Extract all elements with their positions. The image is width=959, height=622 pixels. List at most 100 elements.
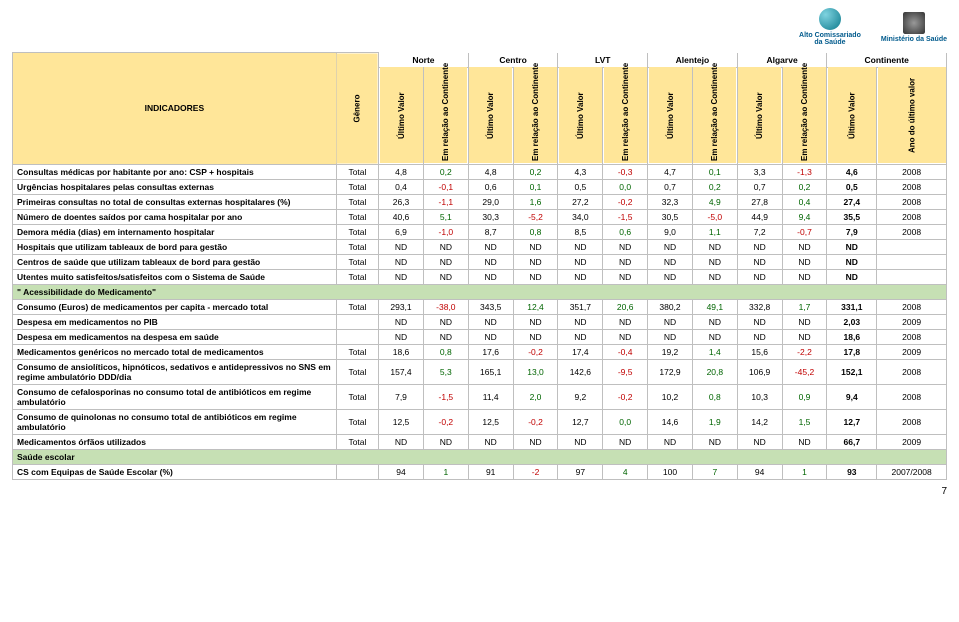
value-cell: 165,1 xyxy=(468,359,513,384)
rel-cell: ND xyxy=(423,239,468,254)
year-cell: 2007/2008 xyxy=(877,464,947,479)
col-genero: Gênero xyxy=(336,53,378,165)
region-centro: Centro xyxy=(468,53,558,68)
value-cell: 30,3 xyxy=(468,209,513,224)
value-cell: 106,9 xyxy=(737,359,782,384)
value-cell: 19,2 xyxy=(648,344,693,359)
logo-min: Ministério da Saúde xyxy=(881,12,947,43)
rel-cell: 7 xyxy=(692,464,737,479)
rel-cell: 0,2 xyxy=(692,179,737,194)
rel-cell: 0,8 xyxy=(513,224,558,239)
year-cell: 2009 xyxy=(877,434,947,449)
value-cell: 0,6 xyxy=(468,179,513,194)
genero-cell: Total xyxy=(336,239,378,254)
table-row: Utentes muito satisfeitos/satisfeitos co… xyxy=(13,269,947,284)
value-cell: 12,5 xyxy=(379,409,424,434)
value-cell: ND xyxy=(737,269,782,284)
indicator-label: Hospitais que utilizam tableaux de bord … xyxy=(13,239,337,254)
genero-cell: Total xyxy=(336,359,378,384)
table-row: Demora média (dias) em internamento hosp… xyxy=(13,224,947,239)
continente-cell: 331,1 xyxy=(827,299,877,314)
continente-cell: 18,6 xyxy=(827,329,877,344)
value-cell: 10,2 xyxy=(648,384,693,409)
rel-cell: ND xyxy=(603,254,648,269)
indicator-label: Número de doentes saídos por cama hospit… xyxy=(13,209,337,224)
col-em-relacao: Em relação ao Continente xyxy=(423,67,468,164)
table-row: Hospitais que utilizam tableaux de bord … xyxy=(13,239,947,254)
indicator-label: Urgências hospitalares pelas consultas e… xyxy=(13,179,337,194)
rel-cell: ND xyxy=(423,329,468,344)
col-em-relacao: Em relação ao Continente xyxy=(692,67,737,164)
value-cell: ND xyxy=(468,329,513,344)
rel-cell: ND xyxy=(513,239,558,254)
rel-cell: 1,9 xyxy=(692,409,737,434)
rel-cell: ND xyxy=(423,269,468,284)
rel-cell: ND xyxy=(513,434,558,449)
region-norte: Norte xyxy=(379,53,469,68)
value-cell: 142,6 xyxy=(558,359,603,384)
rel-cell: 0,0 xyxy=(603,179,648,194)
rel-cell: 4 xyxy=(603,464,648,479)
region-continente: Continente xyxy=(827,53,947,68)
rel-cell: 4,9 xyxy=(692,194,737,209)
continente-cell: 12,7 xyxy=(827,409,877,434)
rel-cell: -0,2 xyxy=(513,344,558,359)
rel-cell: 9,4 xyxy=(782,209,827,224)
value-cell: 97 xyxy=(558,464,603,479)
col-ultimo-valor: Último Valor xyxy=(648,67,693,164)
rel-cell: 49,1 xyxy=(692,299,737,314)
value-cell: 8,7 xyxy=(468,224,513,239)
rel-cell: 20,6 xyxy=(603,299,648,314)
genero-cell xyxy=(336,329,378,344)
value-cell: ND xyxy=(379,254,424,269)
value-cell: 4,3 xyxy=(558,164,603,179)
table-row: Consumo de quinolonas no consumo total d… xyxy=(13,409,947,434)
value-cell: 18,6 xyxy=(379,344,424,359)
rel-cell: -0,4 xyxy=(603,344,648,359)
year-cell: 2009 xyxy=(877,344,947,359)
value-cell: ND xyxy=(648,329,693,344)
table-head: INDICADORES Gênero Norte Centro LVT Alen… xyxy=(13,53,947,165)
value-cell: 14,6 xyxy=(648,409,693,434)
value-cell: 0,7 xyxy=(648,179,693,194)
col-em-relacao: Em relação ao Continente xyxy=(782,67,827,164)
value-cell: ND xyxy=(648,314,693,329)
continente-cell: 7,9 xyxy=(827,224,877,239)
rel-cell: -45,2 xyxy=(782,359,827,384)
value-cell: ND xyxy=(737,314,782,329)
indicator-label: Medicamentos genéricos no mercado total … xyxy=(13,344,337,359)
year-cell: 2008 xyxy=(877,179,947,194)
value-cell: 0,4 xyxy=(379,179,424,194)
value-cell: ND xyxy=(737,434,782,449)
value-cell: ND xyxy=(558,254,603,269)
value-cell: 4,7 xyxy=(648,164,693,179)
col-indicadores: INDICADORES xyxy=(13,53,337,165)
value-cell: ND xyxy=(379,434,424,449)
rel-cell: 1,4 xyxy=(692,344,737,359)
rel-cell: -5,2 xyxy=(513,209,558,224)
col-ultimo-valor: Último Valor xyxy=(737,67,782,164)
value-cell: ND xyxy=(379,269,424,284)
value-cell: 4,8 xyxy=(379,164,424,179)
continente-cell: 9,4 xyxy=(827,384,877,409)
rel-cell: ND xyxy=(782,329,827,344)
table-row: Despesa em medicamentos na despesa em sa… xyxy=(13,329,947,344)
rel-cell: 0,4 xyxy=(782,194,827,209)
rel-cell: 0,6 xyxy=(603,224,648,239)
value-cell: 8,5 xyxy=(558,224,603,239)
rel-cell: -0,2 xyxy=(603,194,648,209)
section-header: " Acessibilidade do Medicamento" xyxy=(13,284,947,299)
value-cell: ND xyxy=(558,239,603,254)
table-row: CS com Equipas de Saúde Escolar (%)94191… xyxy=(13,464,947,479)
value-cell: 12,5 xyxy=(468,409,513,434)
continente-cell: 4,6 xyxy=(827,164,877,179)
rel-cell: -1,1 xyxy=(423,194,468,209)
rel-cell: ND xyxy=(692,314,737,329)
genero-cell: Total xyxy=(336,299,378,314)
table-body: Consultas médicas por habitante por ano:… xyxy=(13,164,947,479)
col-em-relacao: Em relação ao Continente xyxy=(513,67,558,164)
continente-cell: ND xyxy=(827,254,877,269)
value-cell: ND xyxy=(468,239,513,254)
value-cell: 34,0 xyxy=(558,209,603,224)
table-row: Consumo de cefalosporinas no consumo tot… xyxy=(13,384,947,409)
